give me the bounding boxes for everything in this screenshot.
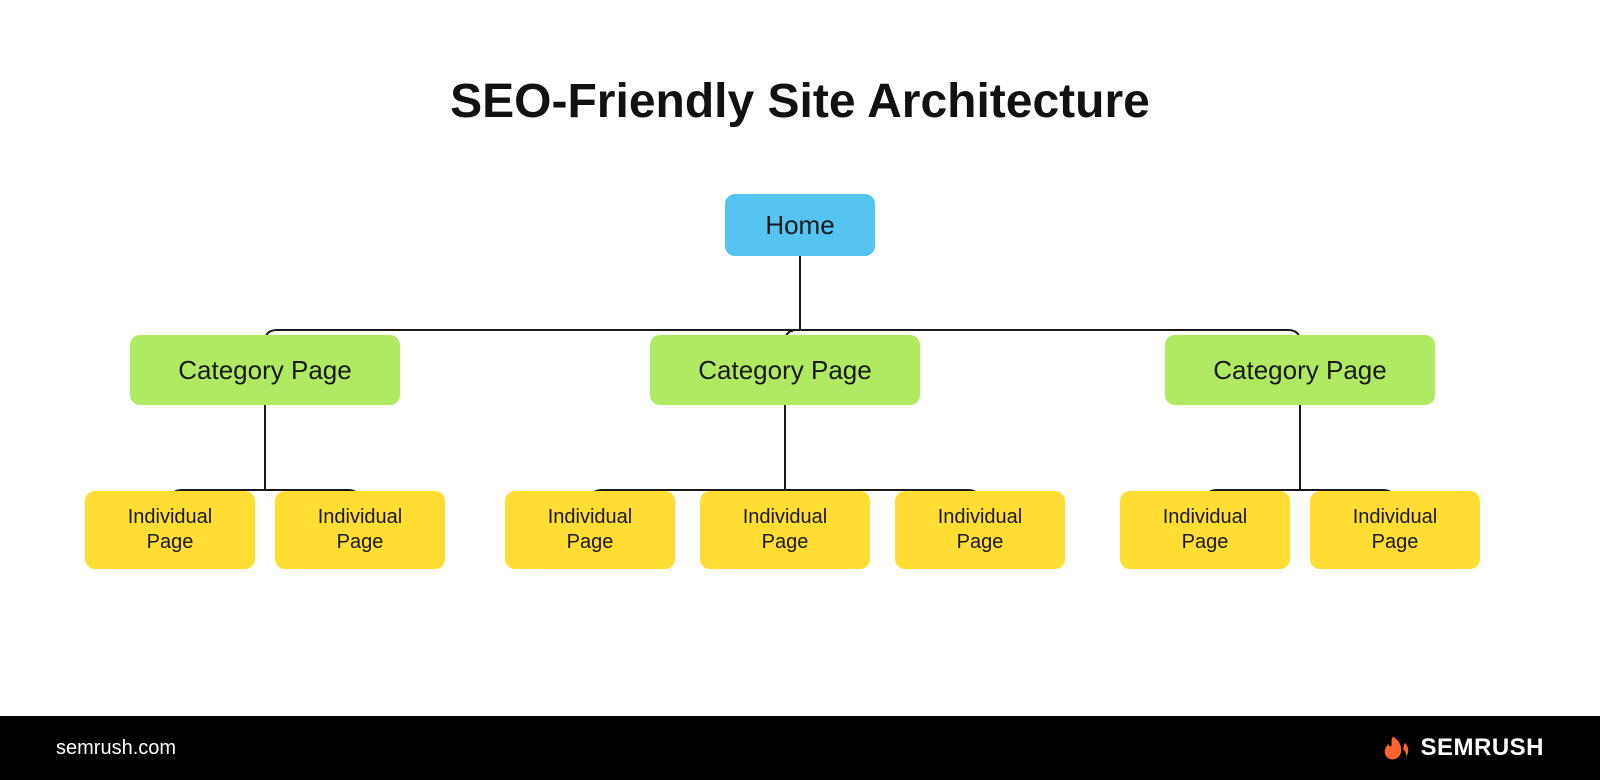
flame-icon xyxy=(1382,734,1410,762)
node-category-1: Category Page xyxy=(130,335,400,405)
footer-bar: semrush.com SEMRUSH xyxy=(0,716,1600,780)
diagram-title: SEO-Friendly Site Architecture xyxy=(0,74,1600,129)
node-leaf-2-1: IndividualPage xyxy=(505,491,675,569)
node-leaf-3-1: IndividualPage xyxy=(1120,491,1290,569)
node-category-2: Category Page xyxy=(650,335,920,405)
node-leaf-3-2: IndividualPage xyxy=(1310,491,1480,569)
node-home: Home xyxy=(725,194,875,256)
node-leaf-2-2: IndividualPage xyxy=(700,491,870,569)
node-leaf-1-2: IndividualPage xyxy=(275,491,445,569)
brand-name: SEMRUSH xyxy=(1420,734,1544,762)
diagram-canvas: SEO-Friendly Site Architecture Home Categ… xyxy=(0,0,1600,780)
brand-lockup: SEMRUSH xyxy=(1382,734,1544,762)
node-leaf-2-3: IndividualPage xyxy=(895,491,1065,569)
node-leaf-1-1: IndividualPage xyxy=(85,491,255,569)
footer-site-label: semrush.com xyxy=(56,737,176,760)
node-category-3: Category Page xyxy=(1165,335,1435,405)
